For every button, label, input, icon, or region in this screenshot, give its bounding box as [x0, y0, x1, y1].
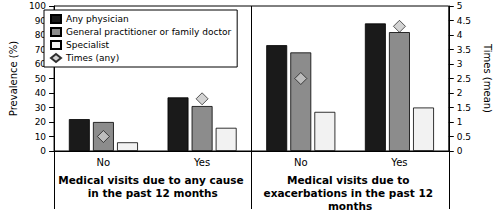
svg-text:90: 90 — [34, 15, 47, 26]
svg-text:4: 4 — [457, 30, 463, 40]
svg-text:50: 50 — [35, 74, 47, 84]
svg-text:4.5: 4.5 — [457, 16, 471, 26]
svg-text:40: 40 — [35, 88, 47, 98]
svg-text:3: 3 — [457, 59, 463, 69]
svg-text:20: 20 — [35, 117, 47, 127]
svg-text:exacerbations in the past 12: exacerbations in the past 12 — [264, 187, 437, 199]
svg-text:Times (any): Times (any) — [65, 53, 119, 63]
svg-text:Any physician: Any physician — [66, 14, 129, 24]
svg-text:Specialist: Specialist — [66, 40, 110, 50]
svg-text:2.5: 2.5 — [457, 74, 471, 84]
svg-text:30: 30 — [35, 103, 47, 113]
svg-text:Yes: Yes — [193, 157, 210, 168]
svg-text:Medical visits due to any caus: Medical visits due to any cause — [58, 174, 247, 186]
svg-text:0: 0 — [457, 146, 463, 156]
svg-text:70: 70 — [34, 44, 47, 55]
svg-text:100: 100 — [28, 1, 47, 11]
svg-text:Yes: Yes — [390, 157, 407, 168]
svg-text:No: No — [294, 157, 308, 168]
svg-text:in the past 12 months: in the past 12 months — [88, 187, 218, 199]
svg-text:1.5: 1.5 — [457, 103, 471, 113]
svg-text:0: 0 — [40, 146, 46, 156]
svg-text:Times (mean): Times (mean) — [482, 43, 493, 113]
svg-text:60: 60 — [34, 59, 47, 69]
svg-text:No: No — [97, 157, 111, 168]
svg-text:10: 10 — [35, 132, 47, 142]
svg-text:Prevalence (%): Prevalence (%) — [8, 41, 19, 116]
svg-text:0.5: 0.5 — [457, 132, 471, 142]
svg-text:1: 1 — [457, 117, 463, 127]
svg-text:Medical visits due to: Medical visits due to — [287, 174, 413, 186]
svg-text:General practitioner or family: General practitioner or family doctor — [66, 27, 231, 37]
svg-text:2: 2 — [457, 88, 463, 98]
svg-text:months: months — [328, 200, 372, 212]
svg-text:5: 5 — [457, 1, 463, 11]
svg-text:3.5: 3.5 — [457, 45, 471, 55]
svg-text:80: 80 — [34, 30, 47, 40]
